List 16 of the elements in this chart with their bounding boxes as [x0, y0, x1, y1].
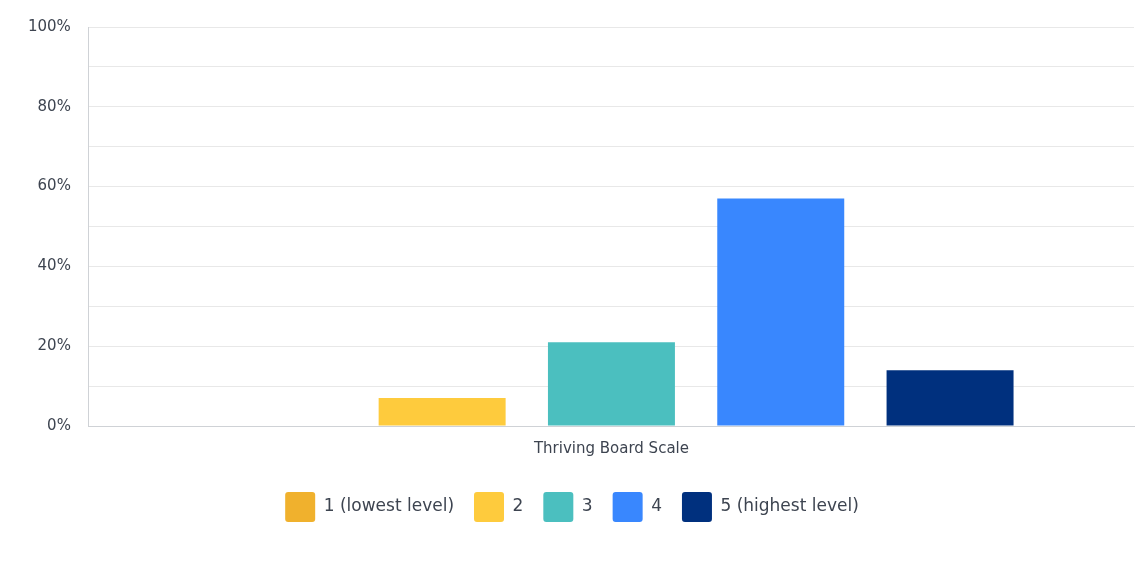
- y-tick-label: 40%: [37, 256, 71, 275]
- legend-label: 3: [581, 495, 593, 516]
- legend-label: 1 (lowest level): [323, 495, 455, 516]
- y-tick-label: 80%: [37, 96, 71, 115]
- legend-label: 2: [512, 495, 524, 516]
- x-tick-label: Thriving Board Scale: [532, 438, 689, 457]
- y-tick-label: 100%: [27, 16, 71, 35]
- bar: [378, 398, 506, 426]
- y-tick-label: 60%: [37, 176, 71, 195]
- bar: [886, 370, 1014, 426]
- bar: [547, 342, 675, 426]
- y-tick-label: 0%: [47, 415, 71, 434]
- y-tick-label: 20%: [37, 336, 71, 355]
- legend-label: 4: [651, 495, 662, 516]
- legend-label: 5 (highest level): [720, 495, 859, 516]
- bar: [717, 198, 845, 426]
